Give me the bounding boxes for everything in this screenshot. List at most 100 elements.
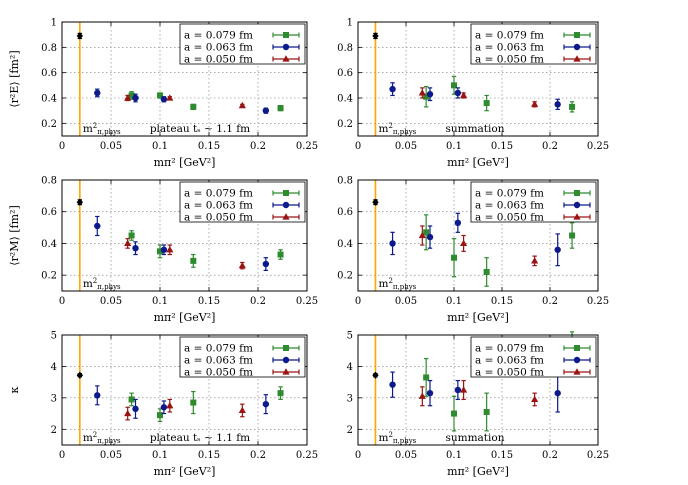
legend-label: a = 0.063 fm — [475, 355, 544, 367]
y-tick-label: 4 — [51, 362, 57, 373]
legend-label: a = 0.079 fm — [475, 343, 544, 355]
legend-label: a = 0.050 fm — [184, 367, 253, 379]
legend-label: a = 0.063 fm — [475, 42, 544, 54]
point-a0063 — [389, 240, 396, 247]
point-a0050 — [531, 100, 539, 107]
x-axis-label: mπ² [GeV²] — [154, 156, 216, 169]
legend-label: a = 0.063 fm — [184, 42, 253, 54]
x-tick-label: 0.1 — [446, 450, 462, 461]
y-tick-label: 0.8 — [337, 176, 353, 187]
y-tick-label: 3 — [51, 393, 57, 404]
point-a0079 — [451, 254, 457, 261]
legend-label: a = 0.050 fm — [184, 212, 253, 224]
y-tick-label: 0.4 — [337, 94, 353, 105]
x-tick-label: 0.25 — [296, 450, 318, 461]
x-tick-label: 0.25 — [587, 141, 609, 152]
y-tick-label: 0.4 — [41, 239, 57, 250]
x-tick-label: 0.25 — [587, 450, 609, 461]
point-a0063 — [389, 85, 396, 93]
point-a0079 — [569, 232, 576, 239]
plot-frame — [357, 21, 599, 137]
legend-marker — [573, 43, 581, 51]
point-a0063 — [554, 101, 561, 108]
legend-marker — [573, 213, 581, 220]
legend-label: a = 0.050 fm — [184, 54, 253, 66]
point-a0050 — [460, 239, 468, 247]
physical-mass-label-sub: π,phys — [97, 128, 121, 136]
y-tick-label: 0.6 — [337, 68, 353, 79]
plot-frame — [357, 179, 599, 292]
legend-label: a = 0.050 fm — [475, 54, 544, 66]
y-tick-label: 0.8 — [337, 43, 353, 54]
point-a0079 — [157, 248, 163, 255]
panel-r2-c2: 0 0.05 0.1 0.15 0.2 0.25 0.2 0.4 0.6 0.8 m2π,phys a… — [337, 176, 609, 325]
x-tick-label: 0.2 — [250, 141, 266, 152]
point-a0063 — [160, 246, 168, 253]
x-tick-label: 0.15 — [491, 450, 513, 461]
x-tick-label: 0.15 — [198, 296, 220, 307]
point-a0063 — [554, 246, 561, 253]
x-tick-label: 0 — [355, 141, 361, 152]
legend-marker — [574, 345, 580, 351]
legend-label: a = 0.079 fm — [475, 30, 544, 42]
x-tick-label: 0 — [355, 450, 361, 461]
x-tick-label: 0.15 — [491, 141, 513, 152]
point-a0079 — [277, 251, 284, 258]
x-tick-label: 0.1 — [446, 296, 462, 307]
y-tick-label: 0.6 — [41, 68, 57, 79]
physical-mass-label-sub: π,phys — [97, 437, 121, 445]
point-a0063 — [132, 244, 139, 252]
legend-marker — [574, 32, 580, 38]
y-tick-label: 0.2 — [41, 119, 57, 130]
legend-box — [470, 336, 597, 378]
x-tick-label: 0.2 — [542, 141, 558, 152]
x-axis-label: mπ² [GeV²] — [447, 465, 509, 478]
legend-box — [179, 23, 306, 65]
point-a0050 — [418, 231, 426, 239]
point-a0079 — [157, 92, 163, 99]
x-tick-label: 0.05 — [100, 450, 122, 461]
legend-label: a = 0.079 fm — [184, 188, 253, 200]
point-a0050 — [460, 386, 468, 393]
point-a0079 — [451, 82, 457, 89]
point-a0079 — [190, 399, 197, 406]
point-a0079 — [569, 103, 576, 110]
panel-note: plateau tₛ ∼ 1.1 fm — [150, 432, 250, 444]
physical-mass-label-sub: π,phys — [393, 283, 417, 291]
point-a0079 — [128, 92, 135, 99]
point-a0063 — [94, 222, 101, 230]
point-a0079 — [483, 100, 490, 107]
point-a0063 — [454, 89, 462, 97]
x-axis-label: mπ² [GeV²] — [154, 311, 216, 324]
point-a0063 — [389, 381, 396, 388]
point-a0079 — [277, 390, 284, 397]
x-tick-label: 0.2 — [542, 296, 558, 307]
panel-r1-c2: 0 0.05 0.1 0.15 0.2 0.25 0.2 0.4 0.6 0.8 1 m2π,phys… — [337, 18, 609, 170]
point-a0050 — [460, 91, 468, 99]
x-axis-label: mπ² [GeV²] — [154, 465, 216, 478]
point-a0050 — [531, 395, 539, 403]
point-a0079 — [423, 229, 430, 236]
point-a0079 — [451, 410, 457, 417]
y-tick-label: 0.6 — [337, 207, 353, 218]
x-tick-label: 0.05 — [100, 141, 122, 152]
x-tick-label: 0.2 — [250, 296, 266, 307]
legend-marker — [573, 356, 581, 364]
legend-marker — [573, 201, 581, 209]
legend-label: a = 0.063 fm — [184, 200, 253, 212]
physical-mass-label-sup: 2 — [388, 431, 392, 439]
point-a0050 — [166, 401, 174, 409]
point-a0079 — [483, 268, 490, 275]
legend-marker — [282, 201, 290, 209]
legend-marker — [283, 345, 289, 351]
y-tick-label: 0.2 — [337, 119, 353, 130]
x-tick-label: 0.15 — [198, 141, 220, 152]
legend-marker — [283, 190, 289, 196]
point-a0063 — [160, 96, 168, 103]
x-tick-label: 0.1 — [152, 141, 168, 152]
y-axis-label: κ — [8, 386, 21, 393]
point-a0050 — [124, 239, 132, 247]
y-axis-label: ⟨r²E⟩ [fm²] — [8, 50, 21, 107]
legend-marker — [573, 55, 581, 62]
